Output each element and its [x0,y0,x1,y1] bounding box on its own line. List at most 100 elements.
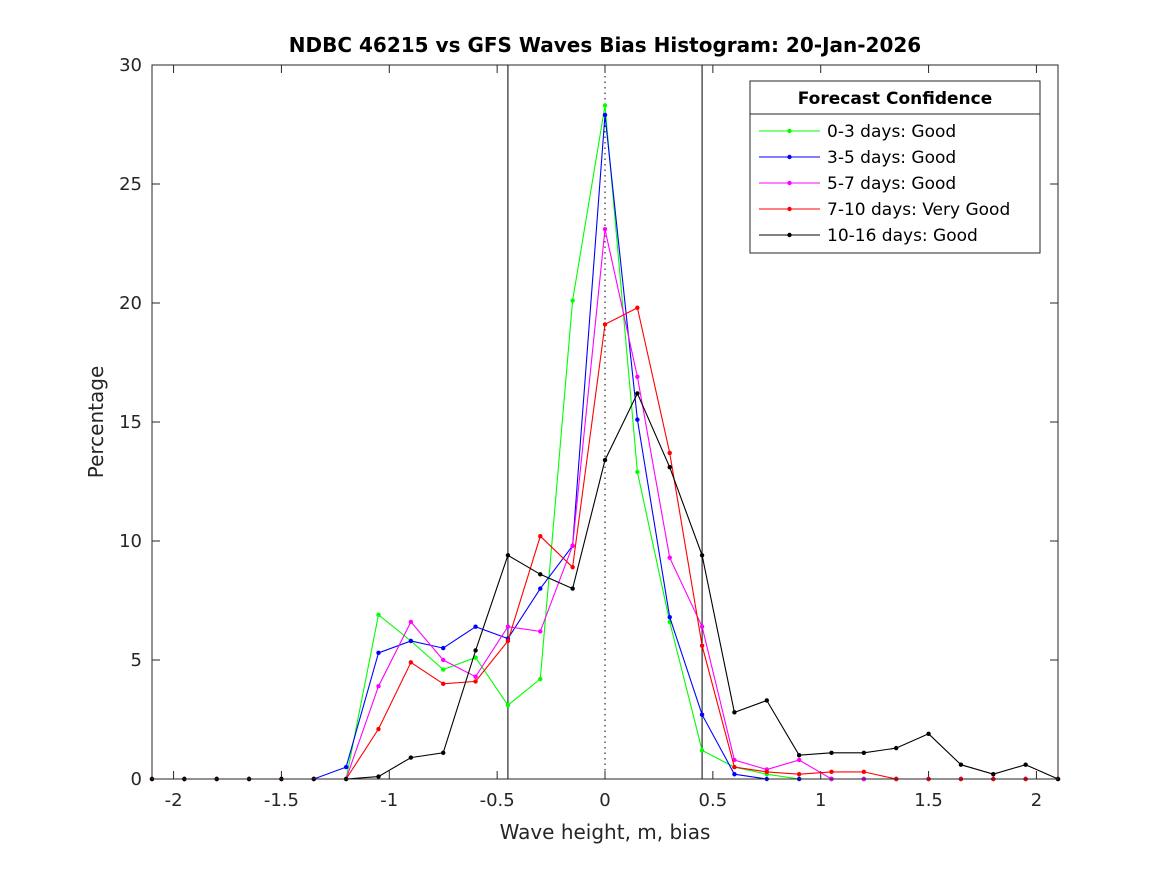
data-point [570,543,575,548]
data-point [635,374,640,379]
legend-swatch-marker [787,128,792,134]
data-point [829,750,834,756]
legend-entry-0-3-days: 0-3 days: Good [759,122,956,142]
y-axis-label: Percentage [84,366,108,479]
data-point [732,764,737,770]
data-point [570,564,575,570]
data-point [699,643,705,648]
x-tick-label: 0.5 [699,790,728,811]
data-point [764,769,769,775]
legend-swatch-marker [787,206,792,212]
data-point [441,645,446,651]
data-point [505,624,511,629]
x-axis-label: Wave height, m, bias [500,820,711,844]
data-point [829,769,834,775]
legend-label: 5-7 days: Good [827,174,956,194]
y-tick-label: 15 [119,412,142,433]
data-point [473,624,478,629]
data-point [861,769,867,775]
y-tick-label: 5 [131,650,142,671]
legend-title: Forecast Confidence [798,89,993,109]
data-point [667,555,672,560]
reference-lines [507,65,703,779]
data-point [667,614,672,620]
data-point [861,750,867,756]
legend-entry-7-10-days: 7-10 days: Very Good [759,200,1010,220]
y-tick-label: 25 [119,174,142,195]
legend-entry-10-16-days: 10-16 days: Good [759,226,978,246]
data-point [408,660,414,665]
data-point [408,638,414,644]
legend: Forecast Confidence 0-3 days: Good 3-5 da… [749,80,1041,254]
data-point [376,612,381,617]
data-point [441,750,446,756]
data-point [699,553,705,558]
data-point [635,469,640,475]
x-tick-label: -1 [380,790,398,811]
x-tick-label: 1 [815,790,826,811]
data-point [473,674,478,679]
data-point [602,457,608,463]
data-point [538,534,543,539]
data-point [538,676,543,682]
data-point [376,774,381,779]
data-point [958,762,964,767]
x-tick-label: -0.5 [480,790,515,811]
x-tick-label: 1.5 [914,790,943,811]
x-tick-label: 0 [599,790,610,811]
data-point [602,227,608,232]
legend-label: 3-5 days: Good [827,148,956,168]
x-tick-label: 2 [1031,790,1042,811]
data-point [505,553,511,558]
data-point [441,667,446,672]
data-point [796,772,802,777]
legend-swatch-marker [787,154,792,160]
data-point [796,753,802,758]
legend-label: 0-3 days: Good [827,122,956,142]
data-point [570,586,575,591]
data-point [667,450,672,456]
data-point [764,698,769,703]
data-point [732,710,737,715]
data-point [343,764,349,770]
data-point [408,619,414,625]
legend-swatch-marker [787,232,792,238]
data-point [376,726,381,732]
legend-entry-3-5-days: 3-5 days: Good [759,148,956,168]
data-point [667,465,672,470]
data-point [473,655,478,660]
data-point [635,391,640,396]
data-point [894,745,899,751]
data-point [699,712,705,717]
data-point [505,638,511,644]
data-point [376,683,381,689]
data-point [505,703,511,708]
data-point [408,755,414,760]
legend-entry-5-7-days: 5-7 days: Good [759,174,956,194]
data-point [602,103,608,108]
data-point [1023,762,1028,767]
y-tick-label: 10 [119,531,142,552]
data-point [635,305,640,310]
legend-label: 10-16 days: Good [827,226,978,246]
data-point [699,624,705,629]
data-point [376,650,381,656]
data-point [635,417,640,422]
data-point [473,679,478,684]
data-point [602,112,608,118]
legend-swatch-marker [787,180,792,186]
axes-box [151,64,1059,780]
data-point [538,629,543,634]
data-point [538,572,543,577]
data-point [441,657,446,663]
data-point [473,648,478,653]
legend-box [749,80,1041,254]
data-point [732,772,737,777]
data-point [538,586,543,591]
x-tick-label: -1.5 [264,790,299,811]
data-point [699,748,705,753]
x-tick-label: -2 [165,790,183,811]
data-point [926,731,931,736]
chart-title: NDBC 46215 vs GFS Waves Bias Histogram: … [289,33,921,57]
data-point [991,772,996,777]
